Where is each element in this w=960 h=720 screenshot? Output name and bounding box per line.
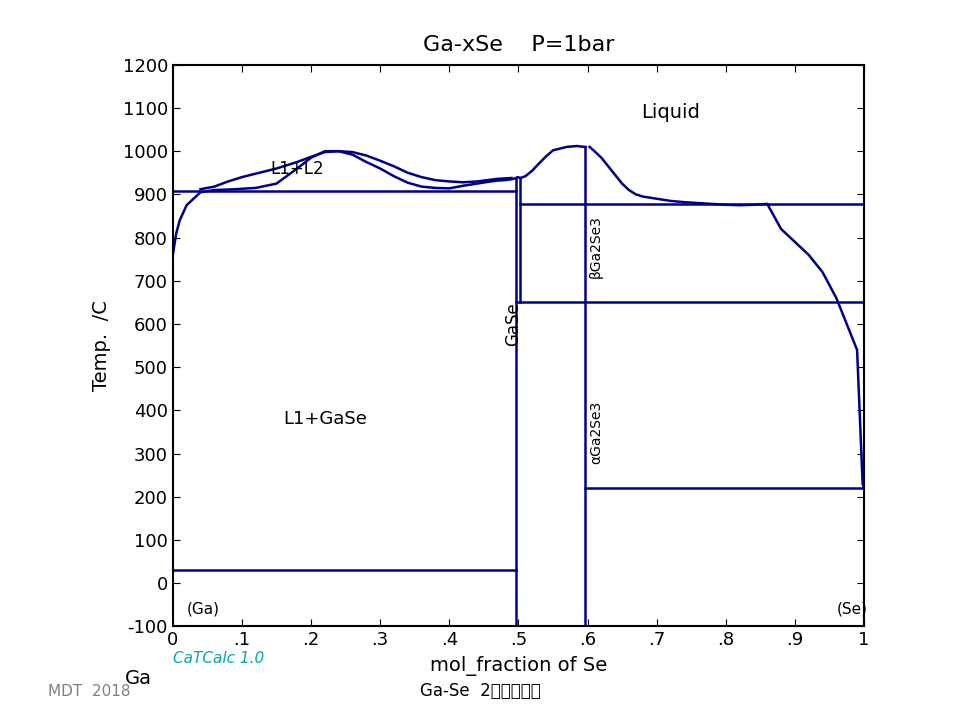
Text: αGa2Se3: αGa2Se3 <box>588 400 603 464</box>
Title: Ga-xSe    P=1bar: Ga-xSe P=1bar <box>422 35 614 55</box>
X-axis label: mol_fraction of Se: mol_fraction of Se <box>430 656 607 676</box>
Text: L1+L2: L1+L2 <box>271 161 324 179</box>
Text: MDT  2018: MDT 2018 <box>48 684 131 698</box>
Text: Ga-Se  2元系状態図: Ga-Se 2元系状態図 <box>420 683 540 700</box>
Text: Ga: Ga <box>125 668 152 688</box>
Text: GaSe: GaSe <box>504 302 522 346</box>
Text: (Ga): (Ga) <box>186 602 220 616</box>
Text: (Se): (Se) <box>836 602 867 616</box>
Y-axis label: Temp.  /C: Temp. /C <box>92 300 111 391</box>
Text: Liquid: Liquid <box>641 103 700 122</box>
Text: L1+GaSe: L1+GaSe <box>283 410 367 428</box>
Text: βGa2Se3: βGa2Se3 <box>588 215 603 278</box>
Text: CaTCalc 1.0: CaTCalc 1.0 <box>173 652 264 666</box>
